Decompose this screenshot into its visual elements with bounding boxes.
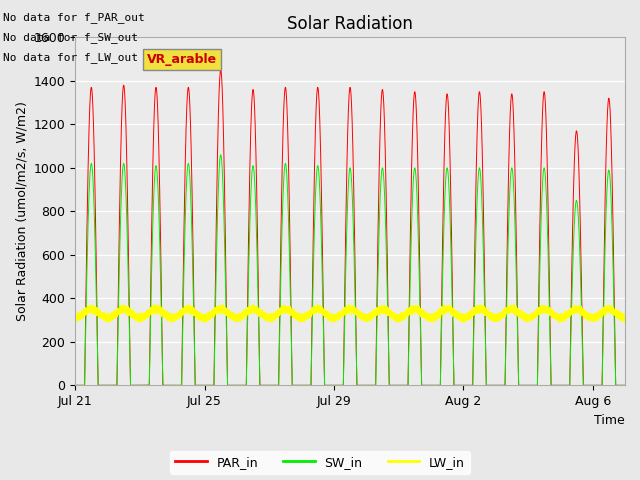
SW_in [243, 381, 250, 386]
LW_in [621, 317, 629, 323]
SW_in [144, 383, 152, 388]
PAR_in [144, 383, 152, 388]
Title: Solar Radiation: Solar Radiation [287, 15, 413, 33]
X-axis label: Time: Time [595, 414, 625, 427]
Line: LW_in: LW_in [75, 304, 625, 322]
PAR_in [156, 176, 163, 181]
PAR_in [588, 383, 595, 388]
SW_in [621, 383, 629, 388]
Text: No data for f_LW_out: No data for f_LW_out [3, 52, 138, 63]
PAR_in [243, 380, 250, 385]
LW_in [588, 312, 595, 318]
Line: SW_in: SW_in [75, 155, 625, 385]
PAR_in [301, 383, 308, 388]
Text: No data for f_PAR_out: No data for f_PAR_out [3, 12, 145, 23]
PAR_in [514, 334, 522, 339]
SW_in [71, 383, 79, 388]
LW_in [71, 314, 79, 320]
Text: VR_arable: VR_arable [147, 53, 217, 66]
Y-axis label: Solar Radiation (umol/m2/s, W/m2): Solar Radiation (umol/m2/s, W/m2) [15, 101, 28, 321]
LW_in [301, 316, 308, 322]
SW_in [514, 346, 522, 352]
PAR_in [621, 383, 629, 388]
LW_in [144, 312, 152, 318]
Legend: PAR_in, SW_in, LW_in: PAR_in, SW_in, LW_in [170, 451, 470, 474]
LW_in [249, 301, 257, 307]
LW_in [243, 311, 250, 316]
SW_in [301, 383, 308, 388]
PAR_in [71, 383, 79, 388]
SW_in [217, 152, 225, 157]
LW_in [105, 319, 113, 325]
LW_in [156, 310, 163, 315]
LW_in [514, 309, 522, 314]
Text: No data for f_SW_out: No data for f_SW_out [3, 32, 138, 43]
Line: PAR_in: PAR_in [75, 70, 625, 385]
PAR_in [217, 67, 225, 73]
SW_in [588, 383, 595, 388]
SW_in [156, 230, 163, 236]
